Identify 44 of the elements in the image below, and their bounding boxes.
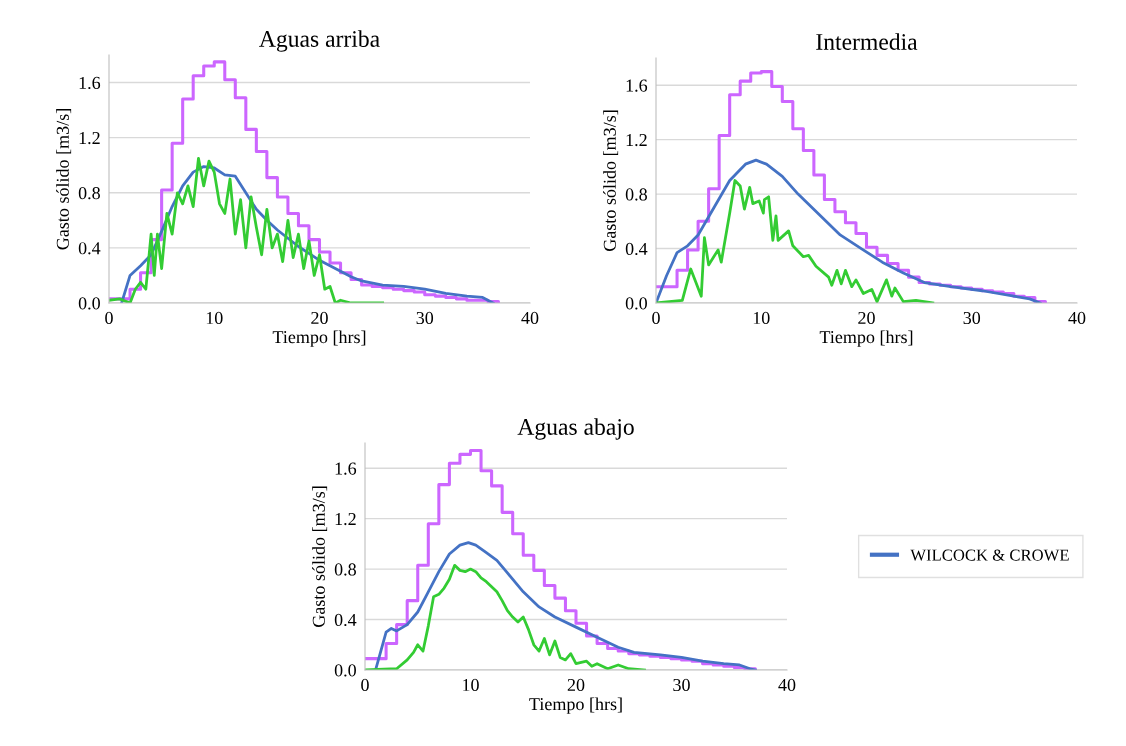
x-axis-title: Tiempo [hrs] [819, 330, 913, 347]
x-tick-label: 10 [753, 311, 770, 325]
y-tick-label: 0.4 [334, 613, 357, 627]
y-tick-label: 0.8 [625, 188, 647, 201]
y-axis-title: Gasto sólido [m3/s] [312, 486, 328, 627]
y-tick-label: 1.2 [626, 133, 647, 147]
y-tick-label: 0.0 [78, 297, 100, 310]
y-tick-label: 0.8 [78, 187, 100, 200]
chart-title: Intermedia [816, 33, 918, 50]
line-series [656, 158, 1042, 303]
line-series [365, 563, 646, 670]
y-axis-title: Gasto sólido [m3/s] [603, 110, 619, 251]
x-tick-label: 10 [463, 678, 479, 692]
x-tick-label: 10 [206, 311, 223, 325]
x-tick-label: 0 [361, 678, 369, 692]
line-series [656, 179, 935, 303]
x-axis-title: Tiempo [hrs] [529, 697, 622, 714]
y-tick-label: 0.0 [625, 297, 647, 310]
chart-title: Aguas arriba [259, 30, 380, 52]
y-tick-label: 0.0 [334, 664, 356, 677]
y-tick-label: 1.2 [79, 131, 100, 145]
x-tick-label: 20 [311, 311, 328, 325]
y-tick-label: 0.4 [625, 242, 648, 256]
y-tick-label: 1.6 [79, 76, 101, 90]
y-tick-label: 0.8 [334, 563, 356, 576]
x-tick-label: 40 [521, 311, 539, 325]
x-tick-label: 0 [105, 311, 113, 325]
x-tick-label: 30 [416, 311, 434, 325]
y-tick-label: 1.2 [335, 512, 356, 526]
x-tick-label: 40 [1068, 311, 1086, 325]
x-tick-label: 40 [778, 678, 796, 692]
legend-label: WILCOCK & CROWE [910, 549, 1069, 561]
line-series [374, 541, 757, 670]
y-tick-label: 1.6 [335, 462, 357, 475]
x-tick-label: 30 [963, 311, 981, 325]
chart-title: Aguas abajo [517, 418, 634, 440]
x-tick-label: 30 [673, 678, 690, 692]
x-tick-label: 20 [567, 678, 585, 692]
x-tick-label: 20 [858, 311, 875, 325]
y-tick-label: 1.6 [626, 79, 648, 92]
x-axis-title: Tiempo [hrs] [272, 330, 366, 347]
y-axis-title: Gasto sólido [m3/s] [56, 109, 72, 250]
y-tick-label: 0.4 [78, 242, 101, 255]
x-tick-label: 0 [652, 311, 660, 325]
